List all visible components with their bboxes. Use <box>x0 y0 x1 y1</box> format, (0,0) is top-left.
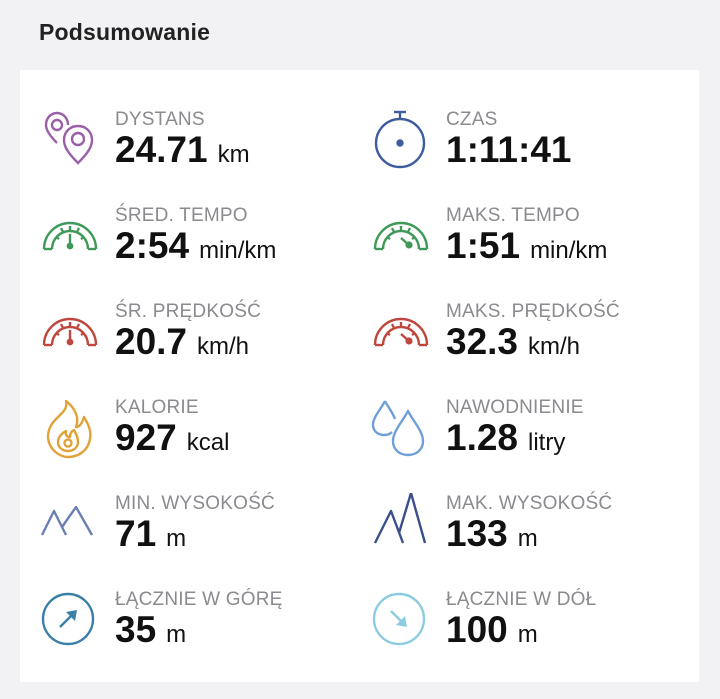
stat-value: 100 <box>446 609 508 650</box>
water-drops-icon <box>371 397 431 461</box>
stat-unit: min/km <box>199 237 277 264</box>
stat-label: ŁĄCZNIE W DÓŁ <box>446 589 597 610</box>
stat-unit: m <box>166 621 187 648</box>
flame-icon <box>40 397 100 461</box>
stat-label: DYSTANS <box>115 109 205 130</box>
stat-label: NAWODNIENIE <box>446 397 584 418</box>
stopwatch-icon <box>371 109 431 173</box>
stat-unit: km <box>217 141 250 168</box>
stat-label: ŚRED. TEMPO <box>115 205 248 226</box>
stat-unit: litry <box>528 429 566 456</box>
mountains-high-icon <box>371 493 431 557</box>
stat-value: 133 <box>446 513 508 554</box>
stat-value: 1:11:41 <box>446 129 572 170</box>
stat-label: MAKS. PRĘDKOŚĆ <box>446 301 620 322</box>
stat-max-speed: MAKS. PRĘDKOŚĆ 32.3 km/h <box>371 301 691 391</box>
stat-unit: m <box>517 525 538 552</box>
stat-unit: m <box>166 525 187 552</box>
stat-time: CZAS 1:11:41 <box>371 109 691 199</box>
arrow-down-right-icon <box>371 589 431 653</box>
stat-max-pace: MAKS. TEMPO 1:51 min/km <box>371 205 691 295</box>
stat-unit: km/h <box>197 333 250 360</box>
stat-min-elevation: MIN. WYSOKOŚĆ 71 m <box>40 493 360 583</box>
stat-calories: KALORIE 927 kcal <box>40 397 360 487</box>
stat-value: 2:54 <box>115 225 190 266</box>
stat-value: 1:51 <box>446 225 521 266</box>
arrow-up-right-icon <box>40 589 100 653</box>
stat-label: ŁĄCZNIE W GÓRĘ <box>115 589 283 610</box>
stat-label: MAK. WYSOKOŚĆ <box>446 493 613 514</box>
stat-value: 1.28 <box>446 417 519 458</box>
stat-avg-pace: ŚRED. TEMPO 2:54 min/km <box>40 205 360 295</box>
stat-label: ŚR. PRĘDKOŚĆ <box>115 301 261 322</box>
stat-distance: DYSTANS 24.71 km <box>40 109 360 199</box>
stat-hydration: NAWODNIENIE 1.28 litry <box>371 397 691 487</box>
stat-max-elevation: MAK. WYSOKOŚĆ 133 m <box>371 493 691 583</box>
stat-value: 71 <box>115 513 157 554</box>
summary-card: DYSTANS 24.71 km CZAS 1:11:41 <box>20 70 699 682</box>
stat-value: 32.3 <box>446 321 519 362</box>
stat-total-ascent: ŁĄCZNIE W GÓRĘ 35 m <box>40 589 360 679</box>
stat-unit: m <box>517 621 538 648</box>
stat-label: MIN. WYSOKOŚĆ <box>115 493 275 514</box>
stat-label: KALORIE <box>115 397 199 418</box>
mountains-low-icon <box>40 493 100 557</box>
stat-value: 927 <box>115 417 177 458</box>
page-title: Podsumowanie <box>39 19 211 45</box>
stat-value: 35 <box>115 609 157 650</box>
location-pins-icon <box>40 109 100 173</box>
pace-gauge-icon <box>40 205 100 269</box>
stat-label: CZAS <box>446 109 498 130</box>
stat-unit: kcal <box>186 429 230 456</box>
stat-value: 24.71 <box>115 129 208 170</box>
stat-unit: min/km <box>530 237 608 264</box>
speed-gauge-max-icon <box>371 301 431 365</box>
stat-value: 20.7 <box>115 321 188 362</box>
summary-header: Podsumowanie <box>0 0 720 70</box>
stat-unit: km/h <box>528 333 581 360</box>
stat-avg-speed: ŚR. PRĘDKOŚĆ 20.7 km/h <box>40 301 360 391</box>
speed-gauge-icon <box>40 301 100 365</box>
stat-total-descent: ŁĄCZNIE W DÓŁ 100 m <box>371 589 691 679</box>
stat-label: MAKS. TEMPO <box>446 205 580 226</box>
pace-gauge-max-icon <box>371 205 431 269</box>
